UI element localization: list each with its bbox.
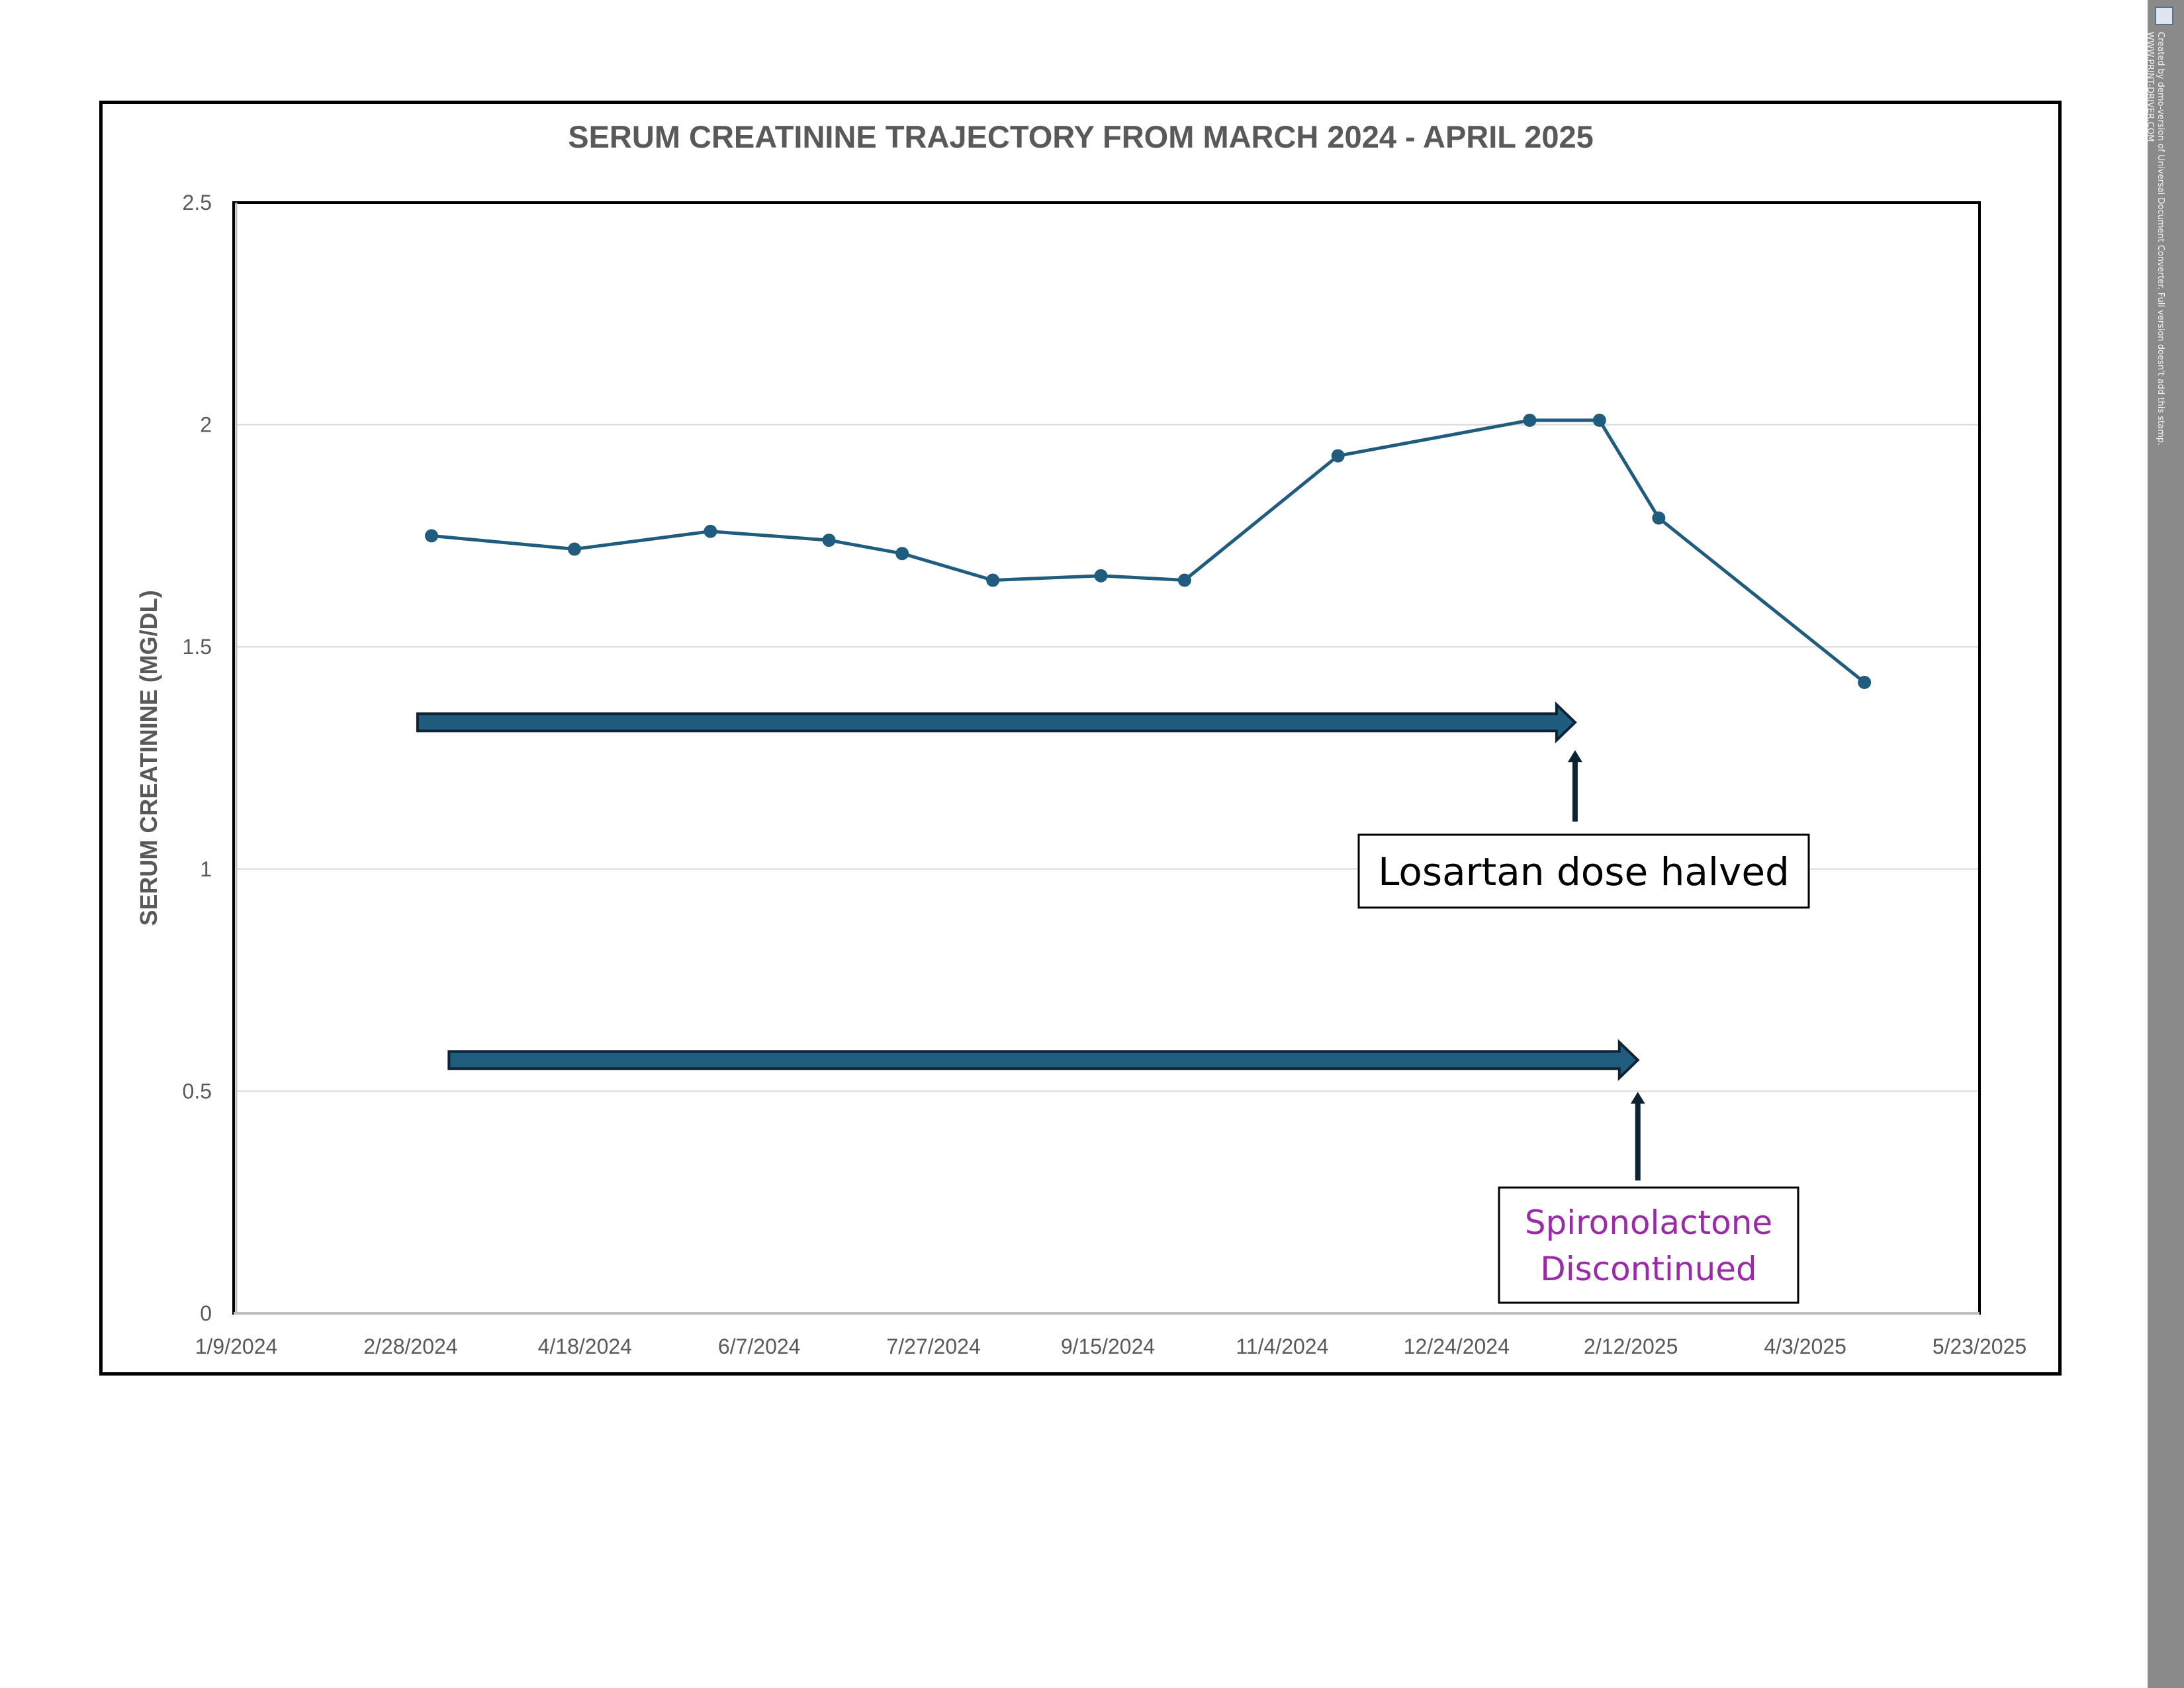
gridlines xyxy=(236,424,1979,1092)
x-tick-label: 9/15/2024 xyxy=(1061,1335,1155,1358)
y-axis-label: SERUM CREATININE (MG/DL) xyxy=(135,590,162,925)
y-tick-label: 2 xyxy=(200,413,212,437)
data-point xyxy=(1177,573,1191,587)
data-point xyxy=(1592,413,1606,427)
x-tick-label: 7/27/2024 xyxy=(886,1335,980,1358)
spironolactone-annotation-line: Discontinued xyxy=(1540,1250,1757,1288)
data-point xyxy=(986,573,1000,587)
data-point xyxy=(1652,511,1666,525)
data-point xyxy=(1523,413,1537,427)
data-point xyxy=(425,529,439,543)
y-tick-labels: 0 0.5 1 1.5 2 2.5 xyxy=(183,191,212,1325)
x-tick-label: 11/4/2024 xyxy=(1236,1335,1328,1358)
y-tick-label: 0.5 xyxy=(183,1079,212,1103)
data-point xyxy=(1331,449,1345,463)
losartan-annotation-text: Losartan dose halved xyxy=(1378,849,1790,894)
watermark-line-2: WWW.PRINT-DRIVER.COM xyxy=(2145,32,2155,142)
data-point xyxy=(822,534,836,547)
data-point xyxy=(1094,569,1108,583)
losartan-pointer-arrow-head xyxy=(1567,750,1582,763)
converter-logo-icon xyxy=(2155,7,2173,25)
watermark-text: Created by demo-version of Universal Doc… xyxy=(2144,32,2165,445)
plot-area-border xyxy=(232,201,1981,1315)
data-point xyxy=(895,547,909,561)
chart-frame: SERUM CREATININE TRAJECTORY FROM MARCH 2… xyxy=(99,101,2062,1376)
data-point xyxy=(1858,675,1872,689)
y-tick-label: 1 xyxy=(200,857,212,881)
y-tick-label: 2.5 xyxy=(183,191,212,214)
x-tick-label: 12/24/2024 xyxy=(1404,1335,1510,1358)
x-tick-labels: 1/9/2024 2/28/2024 4/18/2024 6/7/2024 7/27/2… xyxy=(195,1335,2026,1358)
watermark-strip xyxy=(2148,0,2184,1688)
x-tick-label: 6/7/2024 xyxy=(718,1335,801,1358)
x-tick-label: 4/3/2025 xyxy=(1764,1335,1846,1358)
y-tick-label: 1.5 xyxy=(183,635,212,659)
losartan-annotation-box xyxy=(1357,833,1810,909)
chart-svg: SERUM CREATININE TRAJECTORY FROM MARCH 2… xyxy=(135,119,2026,1358)
data-point xyxy=(567,542,581,556)
spironolactone-period-arrow xyxy=(447,1039,1640,1082)
spironolactone-annotation-box xyxy=(1498,1186,1799,1304)
x-tick-label: 5/23/2025 xyxy=(1933,1335,2026,1358)
y-tick-label: 0 xyxy=(200,1301,212,1325)
spironolactone-annotation-line: Spironolactone xyxy=(1525,1203,1772,1242)
spironolactone-pointer-arrow-head xyxy=(1630,1092,1645,1104)
chart-title: SERUM CREATININE TRAJECTORY FROM MARCH 2… xyxy=(568,119,1594,154)
x-tick-label: 1/9/2024 xyxy=(195,1335,278,1358)
data-point xyxy=(704,524,717,538)
series-layer xyxy=(425,413,1872,689)
annotation-layer: Losartan dose halved Spironolactone Discon… xyxy=(416,701,1810,1304)
x-tick-label: 4/18/2024 xyxy=(538,1335,632,1358)
watermark-line-1: Created by demo-version of Universal Doc… xyxy=(2156,32,2165,446)
x-tick-label: 2/12/2025 xyxy=(1584,1335,1678,1358)
losartan-period-arrow xyxy=(416,701,1577,744)
x-tick-label: 2/28/2024 xyxy=(363,1335,457,1358)
series-line xyxy=(431,418,1866,684)
